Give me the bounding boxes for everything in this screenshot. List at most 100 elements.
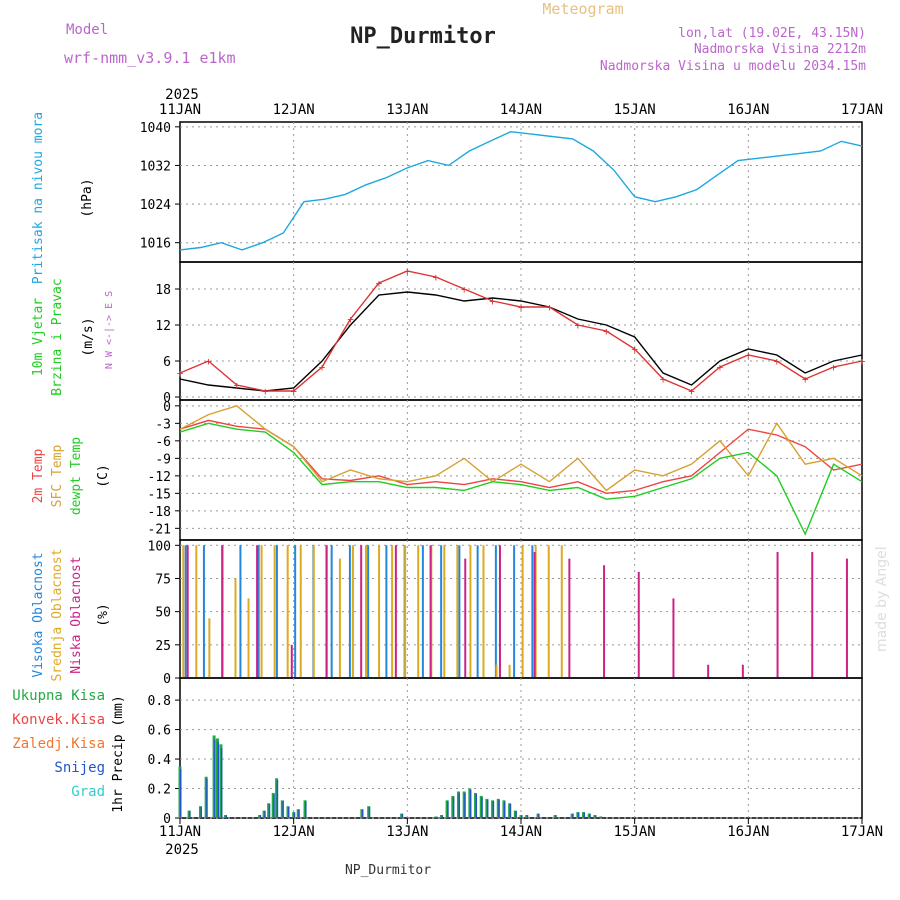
series-line xyxy=(179,130,863,251)
y-tick-label: 0 xyxy=(163,391,171,406)
precip-snow-bar xyxy=(282,801,284,818)
precip-legend-item: Ukupna Kisa xyxy=(12,688,105,704)
gust-marker: + xyxy=(376,277,383,290)
y-axis-title: Pritisak na nivou mora xyxy=(31,112,46,284)
precip-snow-bar xyxy=(435,816,438,818)
gust-marker: + xyxy=(859,355,866,368)
panel-frame xyxy=(179,261,863,401)
gust-marker: + xyxy=(688,385,695,398)
top-day-label: 16JAN xyxy=(727,102,769,118)
y-tick-label: -12 xyxy=(148,470,171,485)
precip-legend-item: Snijeg xyxy=(54,760,105,776)
precip-snow-bar xyxy=(572,813,574,818)
gust-marker: + xyxy=(234,379,241,392)
y-tick-label: -6 xyxy=(155,435,171,450)
altitude-text: Nadmorska Visina 2212m xyxy=(694,42,866,57)
bottom-day-label: 13JAN xyxy=(386,824,428,840)
credit-text: made by Angel xyxy=(874,546,890,652)
gust-marker: + xyxy=(518,301,525,314)
precip-snow-bar xyxy=(264,811,266,818)
bottom-day-label: 11JAN xyxy=(159,824,201,840)
footer-station: NP_Durmitor xyxy=(345,863,431,878)
precip-snow-bar xyxy=(521,815,523,818)
y-axis-title: Niska Oblacnost xyxy=(69,556,84,673)
y-tick-label: 0 xyxy=(163,812,171,827)
gust-marker: + xyxy=(177,367,184,380)
gust-marker: + xyxy=(205,355,212,368)
gust-marker: + xyxy=(404,265,411,278)
gust-marker: + xyxy=(319,361,326,374)
precip-legend-item: Zaledj.Kisa xyxy=(12,736,105,752)
precip-snow-bar xyxy=(225,815,227,818)
top-day-label: 15JAN xyxy=(614,102,656,118)
precip-snow-bar xyxy=(276,780,279,818)
panel-frame xyxy=(179,539,863,679)
y-tick-label: 1040 xyxy=(140,121,171,136)
precip-snow-bar xyxy=(293,812,296,818)
y-tick-label: -21 xyxy=(148,522,171,537)
gust-marker: + xyxy=(489,295,496,308)
precip-snow-bar xyxy=(447,801,449,818)
gust-marker: + xyxy=(745,349,752,362)
top-day-label: 14JAN xyxy=(500,102,542,118)
precip-snow-bar xyxy=(268,804,271,818)
y-axis-title: (m/s) xyxy=(81,317,96,356)
precip-snow-bar xyxy=(600,816,603,818)
gust-marker: + xyxy=(773,355,780,368)
gust-marker: + xyxy=(432,271,439,284)
y-axis-title: Brzina i Pravac xyxy=(50,278,65,395)
precip-snow-bar xyxy=(180,769,182,818)
y-tick-label: 0.2 xyxy=(148,783,171,798)
y-tick-label: -18 xyxy=(148,505,171,520)
top-day-label: 17JAN xyxy=(841,102,883,118)
y-tick-label: 12 xyxy=(155,319,171,334)
y-axis-title: Srednja Oblacnost xyxy=(50,548,65,681)
precip-snow-bar xyxy=(583,812,586,818)
bottom-day-label: 16JAN xyxy=(727,824,769,840)
bottom-day-label: 17JAN xyxy=(841,824,883,840)
y-axis-title: dewpt Temp xyxy=(69,437,84,515)
precip-snow-bar xyxy=(469,790,472,818)
bottom-day-label: 12JAN xyxy=(273,824,315,840)
gust-marker: + xyxy=(631,343,638,356)
y-tick-label: -3 xyxy=(155,417,171,432)
y-axis-title: 2m Temp xyxy=(31,448,46,503)
y-tick-label: 18 xyxy=(155,283,171,298)
precip-snow-bar xyxy=(189,811,191,818)
model-name: wrf-nmm_v3.9.1 e1km xyxy=(64,49,236,67)
precip-snow-bar xyxy=(475,794,478,818)
gust-marker: + xyxy=(717,361,724,374)
precip-snow-bar xyxy=(555,815,557,818)
precip-snow-bar xyxy=(509,804,512,818)
precip-snow-bar xyxy=(481,797,483,818)
precip-snow-bar xyxy=(492,801,495,818)
precip-snow-bar xyxy=(486,799,489,818)
top-day-label: 11JAN xyxy=(159,102,201,118)
gust-marker: + xyxy=(347,313,354,326)
y-axis-title: (%) xyxy=(96,603,111,626)
precip-snow-bar xyxy=(368,806,371,818)
precip-legend-item: Grad xyxy=(71,784,105,800)
precip-snow-bar xyxy=(214,739,216,818)
panel-frame xyxy=(179,677,863,819)
precip-snow-bar xyxy=(220,748,223,818)
model-label: Model xyxy=(66,22,108,38)
precip-snow-bar xyxy=(259,815,262,818)
precip-snow-bar xyxy=(498,799,500,818)
precip-snow-bar xyxy=(441,815,443,818)
precip-snow-bar xyxy=(200,806,202,818)
page-title: NP_Durmitor xyxy=(350,24,496,49)
precip-snow-bar xyxy=(361,809,364,818)
series-line xyxy=(179,291,863,392)
wind-compass: N W <-|-> E S xyxy=(104,291,115,369)
y-tick-label: 0.6 xyxy=(148,724,171,739)
y-tick-label: -9 xyxy=(155,452,171,467)
precip-snow-bar xyxy=(464,792,466,818)
top-year-label: 2025 xyxy=(165,87,199,103)
y-axis-title: Visoka Oblacnost xyxy=(31,552,46,677)
y-tick-label: 1024 xyxy=(140,198,171,213)
gust-marker: + xyxy=(262,385,269,398)
precip-snow-bar xyxy=(577,812,580,818)
y-axis-title: (hPa) xyxy=(80,178,95,217)
